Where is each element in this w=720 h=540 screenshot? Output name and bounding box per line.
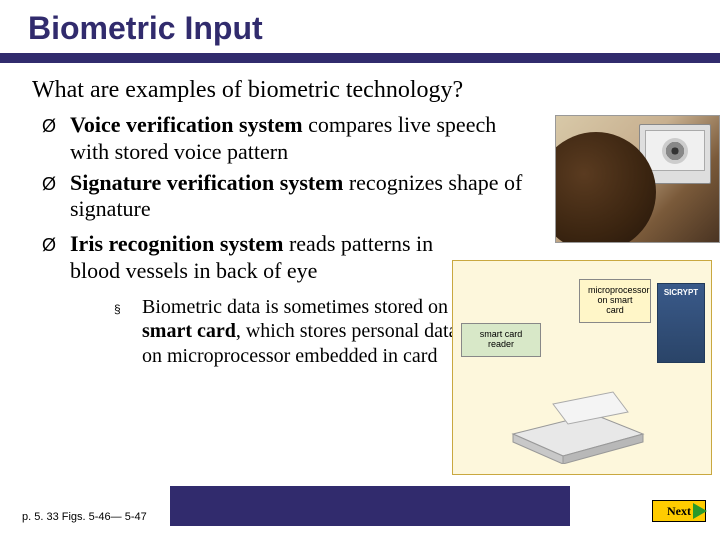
monitor-screen <box>645 130 705 171</box>
bullet-text: Iris recognition system reads patterns i… <box>70 231 445 285</box>
bullet-text: Signature verification system recognizes… <box>70 170 540 224</box>
next-button-label: Next <box>667 504 691 519</box>
bullet-bold: Signature verification system <box>70 170 343 195</box>
smart-card-image: microprocessor on smart card smart card … <box>452 260 712 475</box>
arrow-bullet-icon: Ø <box>42 231 70 256</box>
sub-pre: Biometric data is sometimes stored on <box>142 296 448 318</box>
callout-label: smart card reader <box>461 323 541 357</box>
eye-icon <box>662 138 688 164</box>
footer-bar <box>170 486 570 526</box>
bullet-bold: Voice verification system <box>70 112 303 137</box>
iris-scan-image <box>555 115 720 243</box>
page-reference: p. 5. 33 Figs. 5-46— 5-47 <box>22 511 162 524</box>
title-underline <box>0 53 720 63</box>
next-button[interactable]: Next <box>652 500 706 522</box>
arrow-bullet-icon: Ø <box>42 170 70 195</box>
bullet-text: Voice verification system compares live … <box>70 112 540 166</box>
slide-title: Biometric Input <box>28 10 720 47</box>
slide-subtitle: What are examples of biometric technolog… <box>0 63 720 104</box>
callout-label: microprocessor on smart card <box>579 279 651 323</box>
bullet-bold: Iris recognition system <box>70 231 283 256</box>
sub-bullet-text: Biometric data is sometimes stored on sm… <box>142 295 462 368</box>
card-reader-graphic <box>493 374 663 464</box>
sicrypt-device: SICRYPT <box>657 283 705 363</box>
square-bullet-icon: § <box>114 295 142 316</box>
arrow-bullet-icon: Ø <box>42 112 70 137</box>
sub-bold: smart card <box>142 320 236 342</box>
